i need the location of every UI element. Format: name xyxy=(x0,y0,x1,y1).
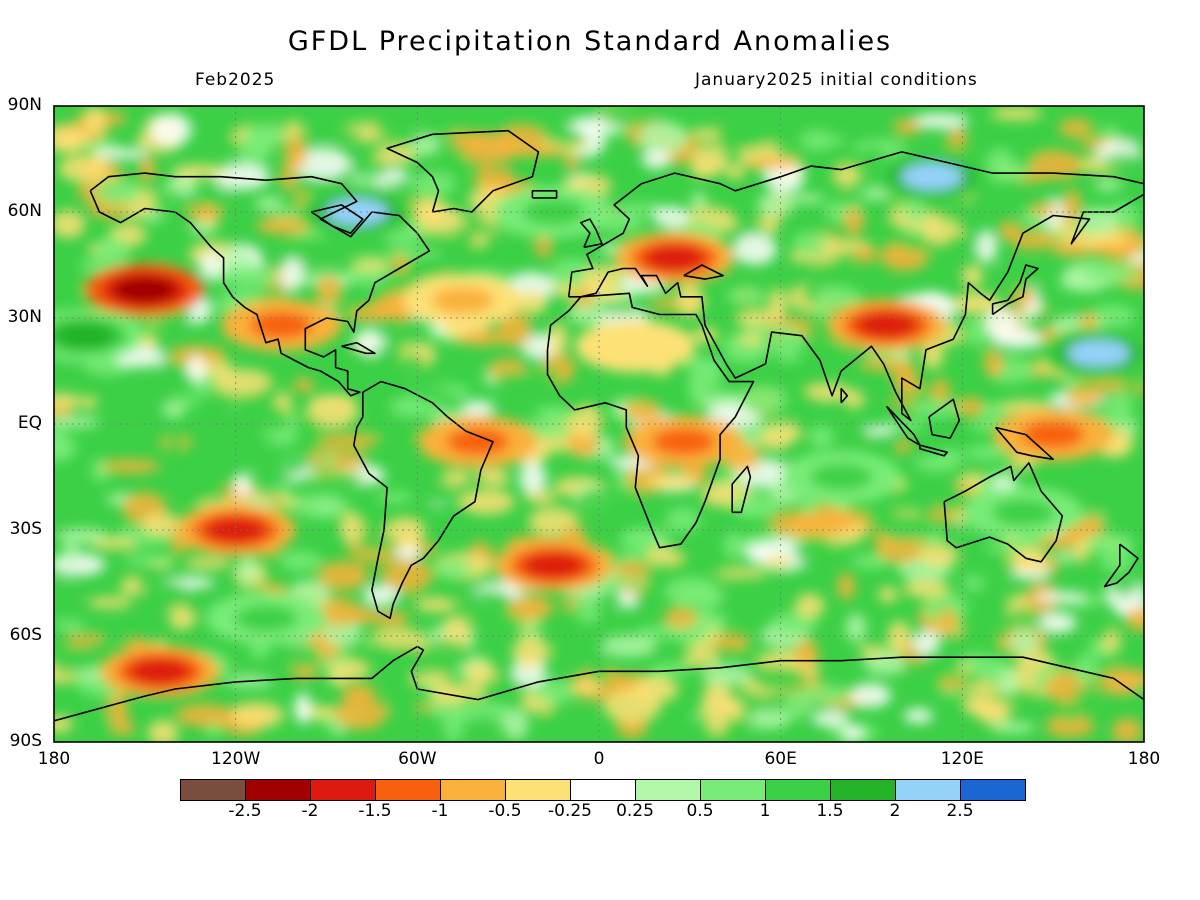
lon-tick-label: 60W xyxy=(398,749,437,769)
chart-title: GFDL Precipitation Standard Anomalies xyxy=(287,26,893,57)
coastline xyxy=(1103,543,1139,588)
lat-tick-label: 60S xyxy=(9,625,42,645)
anomaly-region-equatorial-atlantic-dry xyxy=(446,428,510,456)
colorbar-swatch xyxy=(960,779,1026,801)
colorbar-label: 1 xyxy=(759,801,771,821)
colorbar-swatch xyxy=(375,779,441,801)
coastline xyxy=(579,218,603,249)
colorbar-swatch xyxy=(505,779,571,801)
coastline xyxy=(567,151,1144,422)
coastline xyxy=(731,465,752,514)
coastline xyxy=(531,190,558,199)
coastline xyxy=(386,129,540,213)
colorbar-label: 2.5 xyxy=(946,801,974,821)
coastline xyxy=(683,264,724,280)
colorbar-label: -1.5 xyxy=(358,801,392,821)
anomaly-region-west-pacific-wet xyxy=(1067,339,1130,367)
colorbar-swatch xyxy=(310,779,376,801)
anomaly-region-sahara-dry xyxy=(604,332,667,360)
anomaly-region-central-africa-dry xyxy=(652,428,715,456)
coastline xyxy=(928,398,961,439)
colorbar-label: -0.5 xyxy=(488,801,522,821)
anomaly-region-siberia-wet xyxy=(900,163,964,191)
init-conditions-label: January2025 initial conditions xyxy=(695,70,978,90)
colorbar-label: 2 xyxy=(889,801,901,821)
anomaly-region-antarctic-coast-dry xyxy=(128,657,192,685)
colorbar-label: 1.5 xyxy=(816,801,844,821)
colorbar-swatch xyxy=(635,779,701,801)
colorbar-swatch xyxy=(245,779,311,801)
anomaly-region-australia-wet xyxy=(991,498,1055,526)
colorbar-swatch xyxy=(765,779,831,801)
anomaly-region-south-atlantic-dry xyxy=(522,551,585,579)
colorbar-label: 0.25 xyxy=(616,801,654,821)
anomaly-region-europe-dry xyxy=(643,244,706,272)
coastline xyxy=(546,292,755,549)
map-frame xyxy=(53,105,1145,743)
anomaly-region-north-atlantic-dry xyxy=(431,286,494,314)
lat-tick-label: 30N xyxy=(7,307,42,327)
lat-tick-label: 30S xyxy=(9,519,42,539)
coastline xyxy=(310,204,364,234)
lon-tick-label: 60E xyxy=(764,749,797,769)
coastline xyxy=(840,387,849,404)
colorbar-label: -2 xyxy=(301,801,319,821)
anomaly-region-west-pacific-dry xyxy=(1021,421,1085,449)
valid-month-label: Feb2025 xyxy=(195,70,276,90)
anomaly-region-west-us-dry xyxy=(249,311,313,339)
coastline xyxy=(352,380,494,620)
colorbar-label: -0.25 xyxy=(548,801,592,821)
coastline xyxy=(991,264,1039,316)
coastline xyxy=(994,426,1054,461)
anomaly-region-indian-ocean-wet xyxy=(810,463,873,491)
anomaly-region-southern-ocean-wet xyxy=(234,604,298,632)
lon-tick-label: 120E xyxy=(940,749,984,769)
anomaly-region-northeast-pacific-dry xyxy=(113,276,177,304)
colorbar-label: -1 xyxy=(431,801,449,821)
coastline xyxy=(341,341,376,355)
coastline xyxy=(943,462,1064,563)
lon-tick-label: 180 xyxy=(1127,749,1161,769)
colorbar-swatch xyxy=(830,779,896,801)
colorbar-label: 0.5 xyxy=(686,801,714,821)
colorbar-swatch xyxy=(440,779,506,801)
colorbar-swatch xyxy=(895,779,961,801)
anomaly-region-north-pacific-wet xyxy=(54,322,116,350)
coastline xyxy=(919,444,949,457)
colorbar-swatch xyxy=(570,779,636,801)
lon-tick-label: 120W xyxy=(211,749,261,769)
lon-tick-label: 0 xyxy=(593,749,605,769)
lon-tick-label: 180 xyxy=(37,749,71,769)
lat-tick-label: EQ xyxy=(17,413,42,433)
colorbar-label: -2.5 xyxy=(228,801,262,821)
anomaly-region-bay-of-bengal-dry xyxy=(855,311,918,339)
lat-tick-label: 90N xyxy=(7,95,42,115)
colorbar-swatch xyxy=(700,779,766,801)
colorbar-swatch xyxy=(180,779,246,801)
coastline xyxy=(54,645,1144,722)
lat-tick-label: 90S xyxy=(9,731,42,751)
lat-tick-label: 60N xyxy=(7,201,42,221)
